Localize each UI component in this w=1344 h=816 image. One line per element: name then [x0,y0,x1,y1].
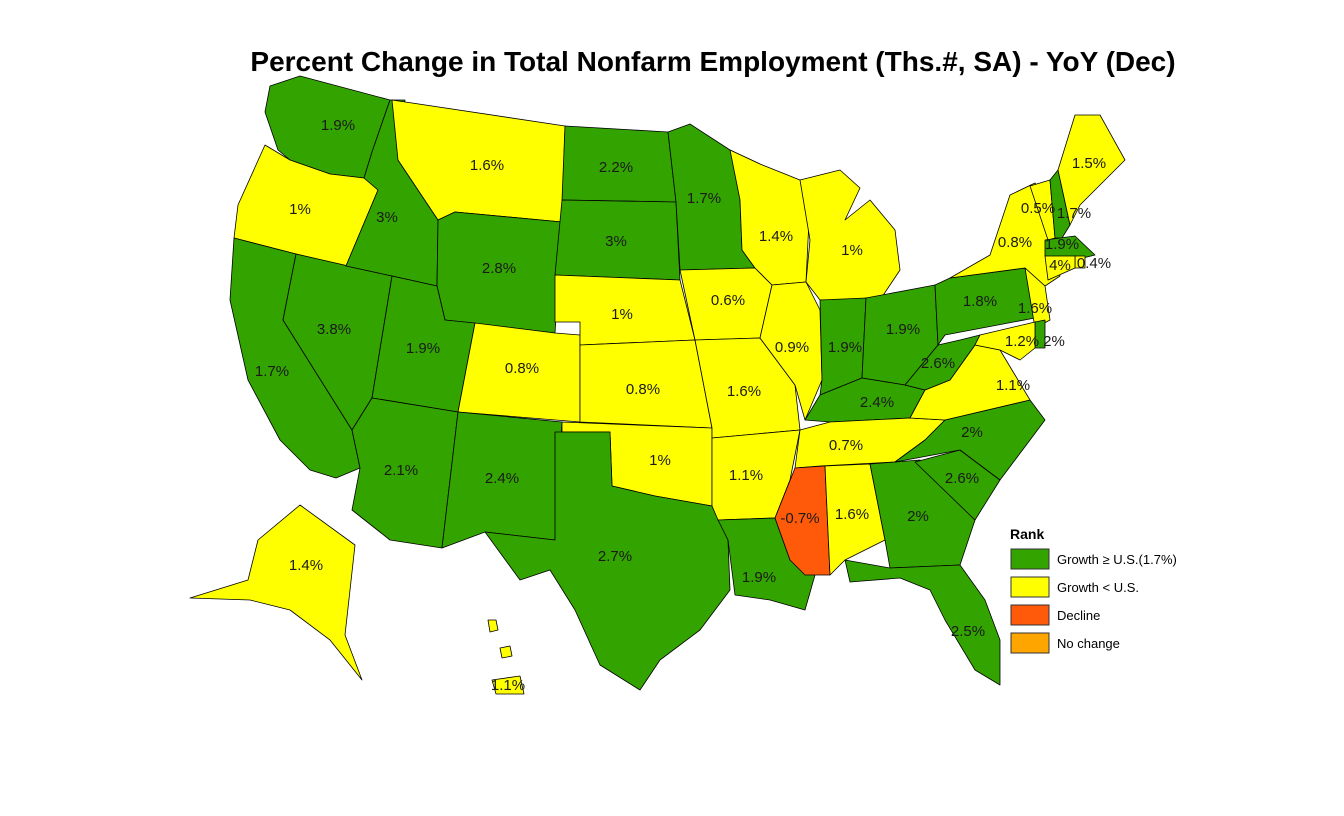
states-layer [189,75,1126,695]
state-label-hi: 1.1% [491,677,525,694]
state-label-nm: 2.4% [485,470,519,487]
state-label-wi: 1.4% [759,228,793,245]
state-label-nc: 2% [961,424,983,441]
state-label-vt: 0.5% [1021,200,1055,217]
state-label-nj: 1.6% [1018,300,1052,317]
legend-swatch-no-change [1010,632,1050,654]
map-title: Percent Change in Total Nonfarm Employme… [250,46,1175,77]
state-label-tx: 2.7% [598,548,632,565]
state-label-id: 3% [376,209,398,226]
state-label-de: 2% [1043,333,1065,350]
state-nh [1049,169,1071,239]
state-label-mo: 1.6% [727,383,761,400]
state-label-la: 1.9% [742,569,776,586]
state-label-nd: 2.2% [599,159,633,176]
state-fl [844,559,1001,686]
state-label-ga: 2% [907,508,929,525]
legend-label-growth-lt-us: Growth < U.S. [1057,580,1139,595]
state-ct [1044,255,1076,281]
legend-swatch-growth-ge-us [1010,548,1050,570]
state-label-al: 1.6% [835,506,869,523]
state-label-nv: 3.8% [317,321,351,338]
state-label-va: 1.1% [996,377,1030,394]
state-label-ne: 1% [611,306,633,323]
state-label-wa: 1.9% [321,117,355,134]
state-label-ny: 0.8% [998,234,1032,251]
state-label-oh: 1.9% [886,321,920,338]
state-label-wv: 2.6% [921,355,955,372]
state-label-sc: 2.6% [945,470,979,487]
state-label-ar: 1.1% [729,467,763,484]
state-nc [894,399,1046,481]
legend-label-growth-ge-us: Growth ≥ U.S.(1.7%) [1057,552,1177,567]
state-nj [1024,267,1051,329]
state-label-md: 1.2% [1005,333,1039,350]
state-ak [189,504,363,681]
state-label-ut: 1.9% [406,340,440,357]
state-al [824,463,886,576]
state-label-ky: 2.4% [860,394,894,411]
state-tx [484,431,731,691]
state-label-tn: 0.7% [829,437,863,454]
state-label-nh: 1.7% [1057,205,1091,222]
state-me [1057,114,1126,226]
state-mi [799,169,901,301]
state-label-ct: 4% [1049,257,1071,274]
state-label-wy: 2.8% [482,260,516,277]
state-label-il: 0.9% [775,339,809,356]
state-label-ok: 1% [649,452,671,469]
state-label-me: 1.5% [1072,155,1106,172]
state-label-ma: 1.9% [1045,236,1079,253]
state-label-ms: -0.7% [780,510,819,527]
state-label-in: 1.9% [828,339,862,356]
legend-label-no-change: No change [1057,636,1120,651]
state-label-mi: 1% [841,242,863,259]
state-label-az: 2.1% [384,462,418,479]
legend-title: Rank [1010,526,1044,542]
state-label-ca: 1.7% [255,363,289,380]
state-label-sd: 3% [605,233,627,250]
state-md [974,321,1036,361]
state-label-or: 1% [289,201,311,218]
state-label-ks: 0.8% [626,381,660,398]
state-label-pa: 1.8% [963,293,997,310]
state-label-mt: 1.6% [470,157,504,174]
state-hi [487,619,525,695]
state-il [759,281,823,421]
legend-swatch-growth-lt-us [1010,576,1050,598]
legend-swatch-decline [1010,604,1050,626]
state-label-ri: 0.4% [1077,255,1111,272]
state-label-mn: 1.7% [687,190,721,207]
legend-label-decline: Decline [1057,608,1100,623]
state-labels-layer: 1.9% 1% 1.7% 3.8% 3% 1.6% 2.8% 1.9% 2.1% 0.8% 2.4%… [255,117,1111,694]
state-label-co: 0.8% [505,360,539,377]
state-label-ia: 0.6% [711,292,745,309]
state-label-fl: 2.5% [951,623,985,640]
legend: Rank Growth ≥ U.S.(1.7%) Growth < U.S. D… [1010,526,1177,654]
state-label-ak: 1.4% [289,557,323,574]
